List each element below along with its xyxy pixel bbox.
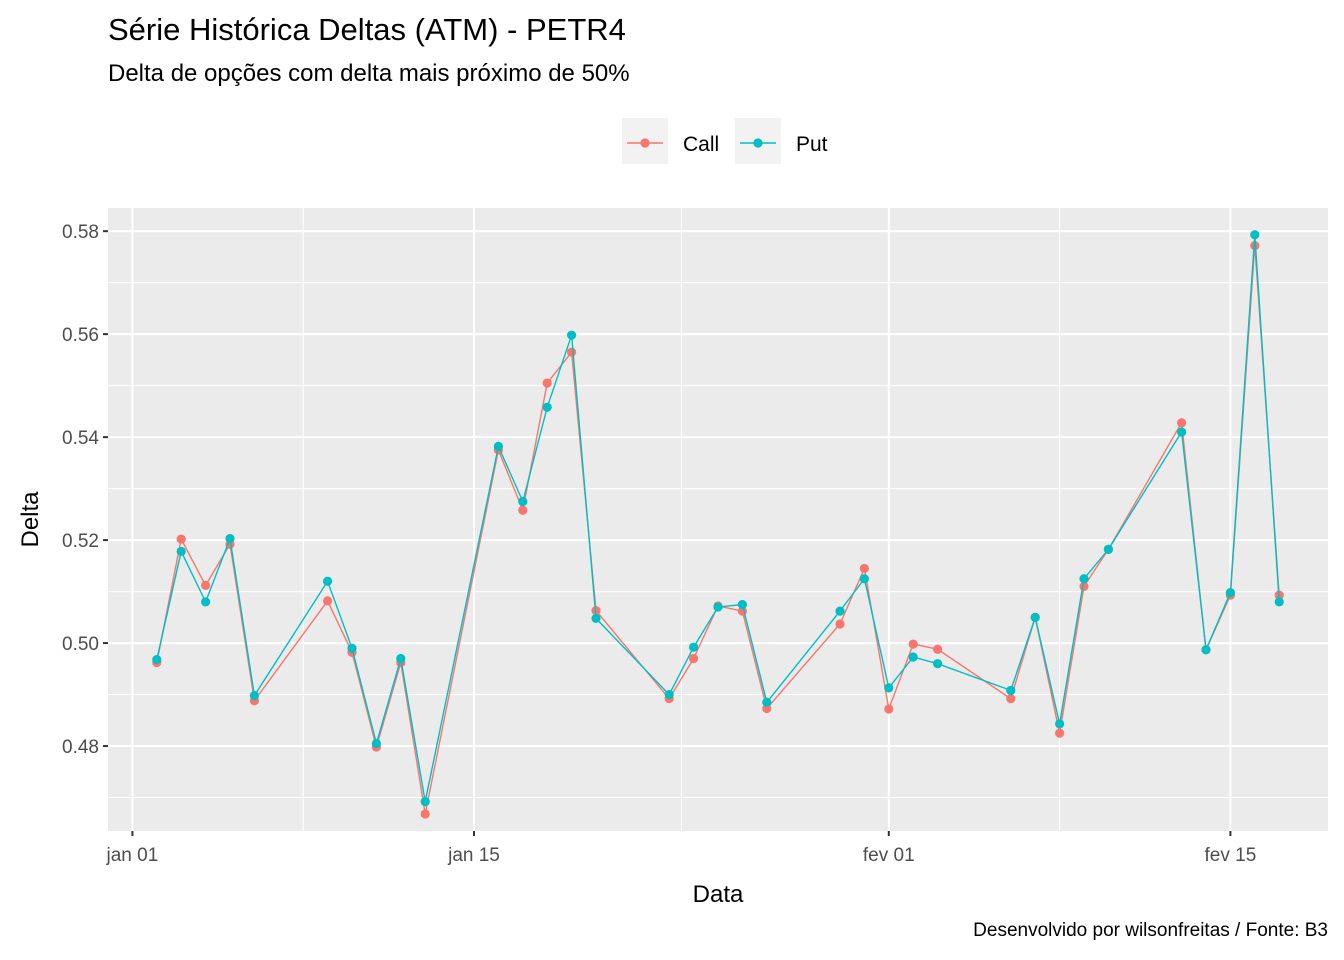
x-tick-label: fev 15 <box>1205 845 1257 866</box>
put-point <box>908 652 918 662</box>
series-put <box>152 230 1284 807</box>
call-point <box>933 644 943 654</box>
put-point <box>152 654 162 665</box>
x-axis-title: Data <box>693 881 744 908</box>
y-tick-label: 0.50 <box>62 634 99 655</box>
put-point <box>1274 597 1284 607</box>
put-point <box>1177 427 1187 437</box>
call-point <box>1250 240 1260 251</box>
x-tick-label: fev 01 <box>863 845 915 866</box>
call-point <box>689 653 699 664</box>
put-point <box>420 797 430 807</box>
call-point <box>859 563 870 574</box>
put-point <box>1055 719 1065 729</box>
put-point <box>884 683 894 693</box>
put-point <box>542 402 552 412</box>
series-layer <box>152 230 1284 819</box>
call-point <box>1055 728 1065 738</box>
legend-item-call: Call <box>622 118 719 164</box>
x-tick-label: jan 15 <box>447 845 500 866</box>
call-point <box>201 580 211 591</box>
x-tick-label: jan 01 <box>106 845 159 866</box>
put-point <box>689 642 699 652</box>
y-tick-label: 0.52 <box>62 531 99 552</box>
call-point <box>884 704 894 714</box>
chart-title: Série Histórica Deltas (ATM) - PETR4 <box>108 12 626 47</box>
axes-layer: 0.48 0.50 0.52 0.54 0.56 0.58 jan 01 jan 15 fev … <box>17 222 1256 908</box>
put-point <box>371 738 381 749</box>
call-point <box>420 809 430 819</box>
major-gridlines <box>108 208 1328 831</box>
legend-label: Put <box>796 133 828 156</box>
put-point <box>1079 574 1089 584</box>
legend-item-put: Put <box>735 118 828 164</box>
put-point <box>1225 588 1235 598</box>
put-point <box>518 496 528 507</box>
put-point <box>737 599 748 610</box>
put-point <box>225 533 235 544</box>
call-point <box>542 378 552 388</box>
put-point <box>396 653 406 664</box>
put-point <box>1103 544 1113 554</box>
put-point <box>347 643 357 653</box>
legend-key-point <box>753 138 763 148</box>
put-point <box>1201 645 1211 655</box>
put-point <box>323 576 333 586</box>
chart-subtitle: Delta de opções com delta mais próximo d… <box>108 60 630 87</box>
put-point <box>249 690 259 701</box>
y-tick-label: 0.58 <box>62 222 99 243</box>
call-point <box>835 619 845 629</box>
y-axis-title: Delta <box>17 491 44 548</box>
legend: Call Put <box>622 118 828 164</box>
call-point <box>518 505 528 515</box>
plot-panel <box>108 208 1328 831</box>
put-point <box>591 613 601 623</box>
put-point <box>1250 230 1260 240</box>
call-point <box>323 596 333 606</box>
put-point <box>835 606 845 616</box>
call-point <box>1006 694 1016 704</box>
put-point <box>567 330 577 340</box>
call-point <box>567 347 577 357</box>
call-point <box>176 534 186 544</box>
put-point <box>1030 612 1040 622</box>
put-point <box>933 659 943 669</box>
legend-label: Call <box>683 133 719 156</box>
put-point <box>1006 685 1016 696</box>
y-tick-label: 0.56 <box>62 325 99 346</box>
put-point <box>493 441 503 451</box>
put-point <box>176 546 186 557</box>
call-point <box>1177 418 1187 428</box>
legend-key-point <box>640 138 650 148</box>
put-point <box>713 602 723 612</box>
put-point <box>859 574 870 584</box>
call-point <box>908 639 918 649</box>
put-point <box>762 697 772 707</box>
put-point <box>201 597 211 607</box>
put-point <box>664 689 674 700</box>
y-tick-label: 0.54 <box>62 428 99 449</box>
y-tick-label: 0.48 <box>62 737 99 758</box>
chart-caption: Desenvolvido por wilsonfreitas / Fonte: … <box>973 920 1328 941</box>
